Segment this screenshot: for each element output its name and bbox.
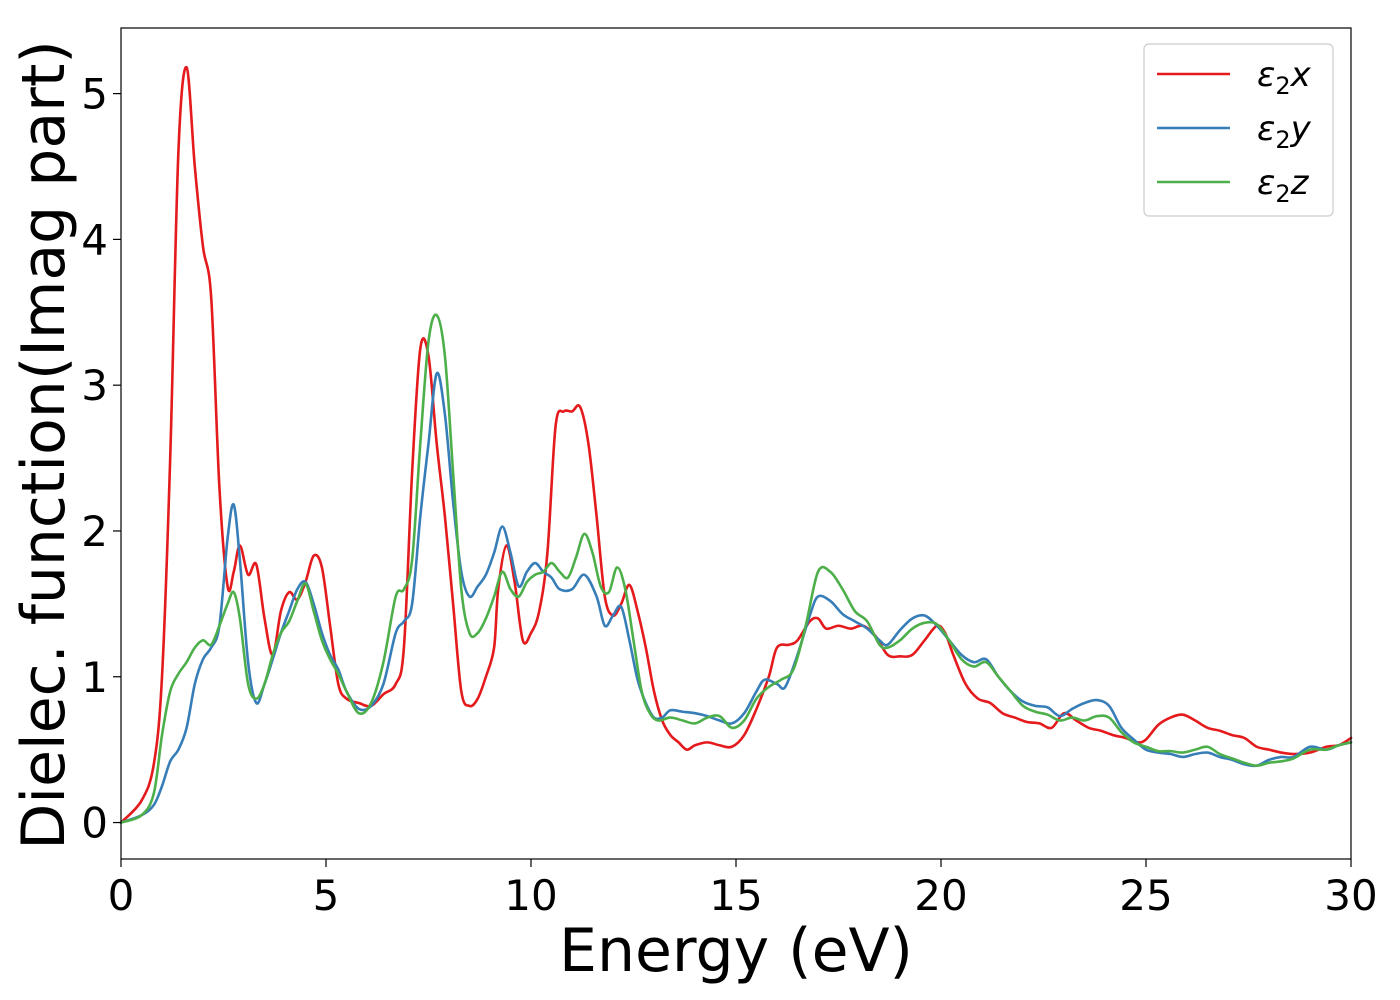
legend: ε2x ε2y ε2z <box>1143 43 1334 217</box>
y-tick-label: 5 <box>81 70 108 119</box>
y-axis-label: Dielec. function(Imag part) <box>9 40 79 850</box>
x-axis-label: Energy (eV) <box>559 916 913 986</box>
series-line-x <box>119 66 1353 824</box>
legend-box <box>1143 43 1334 217</box>
y-tick-label: 2 <box>81 507 108 556</box>
y-tick-label: 1 <box>81 653 108 702</box>
y-axis-ticks: 0 1 2 3 4 5 <box>81 70 121 848</box>
x-tick-label: 5 <box>313 871 340 920</box>
x-tick-label: 20 <box>914 871 967 920</box>
legend-label-y: ε2y <box>1257 109 1312 154</box>
x-tick-label: 0 <box>108 871 135 920</box>
x-tick-label: 10 <box>504 871 557 920</box>
legend-label-z: ε2z <box>1257 163 1310 208</box>
x-axis-ticks: 0 5 10 15 20 25 30 <box>108 859 1378 920</box>
x-tick-label: 15 <box>709 871 762 920</box>
y-tick-label: 0 <box>81 799 108 848</box>
y-tick-label: 3 <box>81 361 108 410</box>
legend-label-x: ε2x <box>1257 55 1312 100</box>
series-line-z <box>119 313 1353 824</box>
series-layer <box>119 66 1353 824</box>
x-tick-label: 30 <box>1324 871 1377 920</box>
y-tick-label: 4 <box>81 215 108 264</box>
x-tick-label: 25 <box>1119 871 1172 920</box>
